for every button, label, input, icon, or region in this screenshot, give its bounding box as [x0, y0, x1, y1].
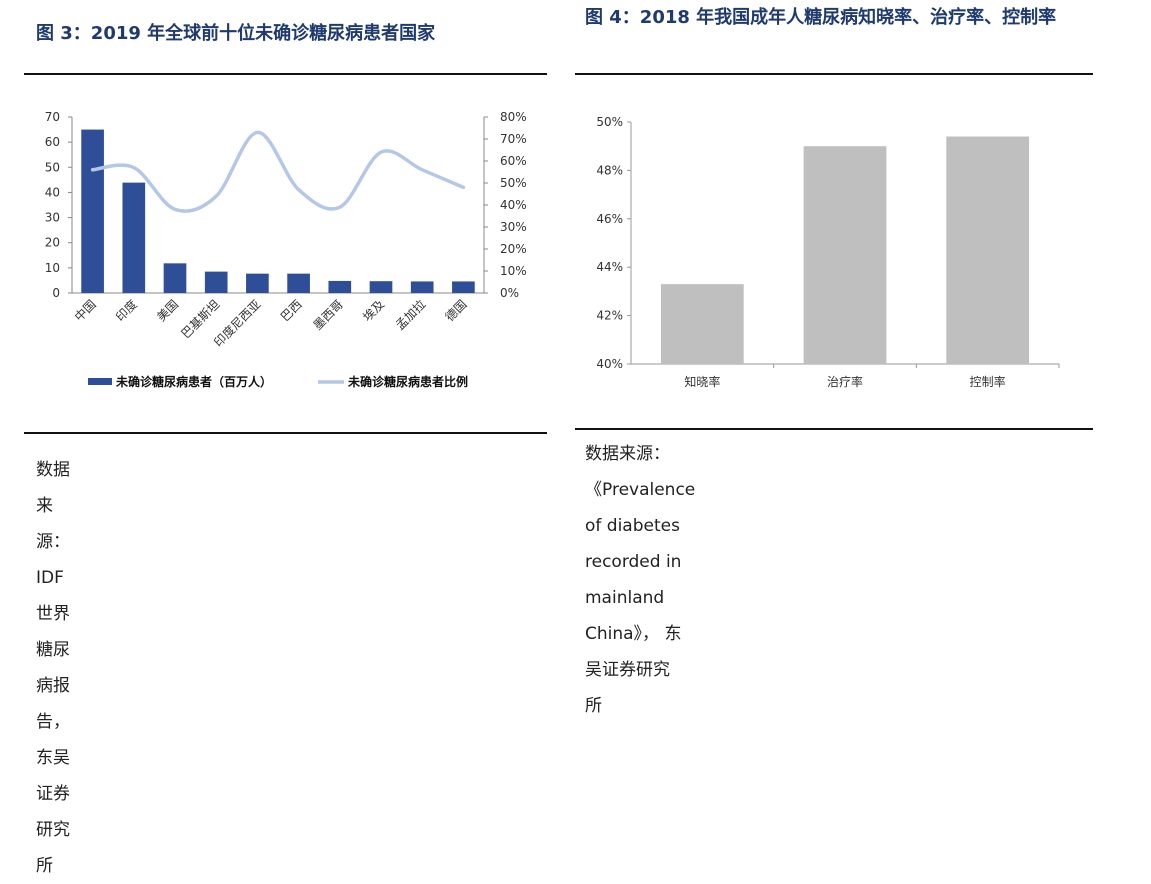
right-title-rule — [575, 73, 1093, 75]
bar-undiagnosed-count — [410, 281, 434, 293]
left-y-tick-label: 70 — [45, 110, 60, 124]
right-source-rule — [575, 428, 1093, 430]
right-figure-title: 图 4：2018 年我国成年人糖尿病知晓率、治疗率、控制率 — [585, 2, 1085, 34]
x-category-label: 控制率 — [970, 374, 1006, 389]
left-figure-title: 图 3：2019 年全球前十位未确诊糖尿病患者国家 — [36, 23, 436, 44]
legend-bar-label: 未确诊糖尿病患者（百万人） — [115, 374, 272, 389]
left-y-tick-label: 60 — [45, 135, 60, 149]
line-undiagnosed-ratio — [90, 130, 466, 213]
right-y-tick-label: 30% — [500, 220, 527, 234]
right-y-tick-label: 40% — [500, 198, 527, 212]
x-category-label: 德国 — [442, 297, 470, 325]
y-tick-label: 40% — [596, 357, 623, 371]
bar-undiagnosed-count — [163, 263, 187, 293]
bar-rate — [660, 284, 744, 364]
bar-undiagnosed-count — [246, 273, 269, 293]
x-category-label: 知晓率 — [684, 374, 720, 389]
bar-undiagnosed-count — [81, 129, 104, 293]
left-title-rule — [24, 73, 547, 75]
y-tick-label: 42% — [596, 309, 623, 323]
legend-line-label: 未确诊糖尿病患者比例 — [347, 374, 468, 389]
left-y-tick-label: 50 — [45, 160, 60, 174]
bar-undiagnosed-count — [287, 273, 310, 293]
right-y-tick-label: 10% — [500, 264, 527, 278]
bar-undiagnosed-count — [122, 182, 146, 293]
x-category-label: 中国 — [71, 297, 99, 325]
x-category-label: 埃及 — [360, 297, 387, 324]
bar-rate — [946, 136, 1030, 364]
left-combo-chart: 0 10 20 30 40 50 60 70 0% 10% 20% 30% 40% 50% 60% 70% 80… — [45, 110, 527, 389]
y-tick-label: 44% — [596, 260, 623, 274]
left-source-rule — [24, 432, 547, 434]
x-category-label: 美国 — [154, 297, 181, 324]
right-y-tick-label: 60% — [500, 154, 527, 168]
x-category-label: 印度 — [112, 297, 140, 325]
bar-undiagnosed-count — [369, 281, 393, 293]
x-category-label: 孟加拉 — [392, 297, 428, 333]
bar-undiagnosed-count — [328, 280, 352, 293]
right-source-line-1: 数据来源：《Prevalence of diabetes recorded in… — [585, 444, 696, 608]
right-y-tick-label: 0% — [500, 286, 519, 300]
right-source-line-2: China》， 东吴证券研究所 — [585, 624, 682, 716]
x-category-label: 巴西 — [278, 297, 305, 324]
right-figure-title-text: 图 4：2018 年我国成年人糖尿病知晓率、治疗率、控制率 — [585, 7, 1057, 28]
left-y-tick-label: 40 — [45, 185, 60, 199]
bar-undiagnosed-count — [452, 281, 475, 293]
y-tick-label: 48% — [596, 163, 623, 177]
bar-undiagnosed-count — [204, 271, 228, 293]
left-y-tick-label: 30 — [45, 211, 60, 225]
x-category-label: 治疗率 — [827, 374, 863, 389]
right-y-tick-label: 70% — [500, 132, 527, 146]
right-y-tick-label: 20% — [500, 242, 527, 256]
y-tick-label: 46% — [596, 212, 623, 226]
left-y-tick-label: 10 — [45, 261, 60, 275]
bar-rate — [803, 146, 887, 364]
right-y-tick-label: 80% — [500, 110, 527, 124]
left-y-tick-label: 20 — [45, 236, 60, 250]
y-tick-label: 50% — [596, 115, 623, 129]
left-source-text: 数据来源： IDF 世界糖尿病报告， 东吴证券研究所 — [36, 460, 70, 876]
x-category-label: 墨西哥 — [311, 297, 346, 332]
right-y-tick-label: 50% — [500, 176, 527, 190]
right-bar-chart: 40% 42% 44% 46% 48% 50% 知晓率 治疗率 控制率 — [596, 115, 1060, 389]
left-y-tick-label: 0 — [52, 286, 60, 300]
legend-bar-swatch — [88, 378, 112, 385]
right-source-text: 数据来源：《Prevalence of diabetes recorded in… — [585, 436, 696, 724]
